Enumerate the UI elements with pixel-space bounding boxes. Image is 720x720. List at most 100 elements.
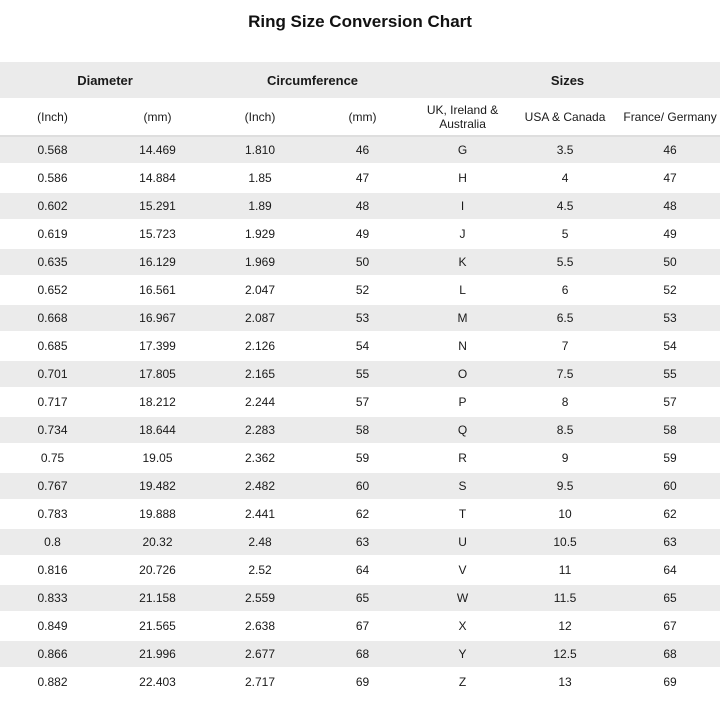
table-cell: 2.677 — [210, 641, 311, 669]
table-cell: 59 — [310, 445, 416, 473]
column-group-header-row: Diameter Circumference Sizes — [0, 62, 720, 98]
table-cell: 0.635 — [0, 249, 105, 277]
table-cell: 60 — [310, 473, 416, 501]
table-row: 0.816 20.726 2.52 64 V 11 64 — [0, 557, 720, 585]
table-cell: 0.866 — [0, 641, 105, 669]
table-row: 0.619 15.723 1.929 49 J 5 49 — [0, 221, 720, 249]
table-cell: 58 — [310, 417, 416, 445]
table-cell: 2.638 — [210, 613, 311, 641]
table-cell: 57 — [620, 389, 720, 417]
table-cell: 53 — [310, 305, 416, 333]
table-cell: 14.884 — [105, 165, 211, 193]
table-cell: 65 — [620, 585, 720, 613]
table-cell: 14.469 — [105, 137, 211, 165]
table-cell: 0.701 — [0, 361, 105, 389]
table-row: 0.602 15.291 1.89 48 I 4.5 48 — [0, 193, 720, 221]
table-cell: 50 — [310, 249, 416, 277]
table-row: 0.635 16.129 1.969 50 K 5.5 50 — [0, 249, 720, 277]
table-cell: 2.362 — [210, 445, 311, 473]
table-cell: 18.644 — [105, 417, 211, 445]
table-cell: 0.602 — [0, 193, 105, 221]
table-cell: 55 — [310, 361, 416, 389]
table-cell: 2.165 — [210, 361, 311, 389]
column-group-header: Sizes — [415, 62, 720, 98]
table-cell: 49 — [620, 221, 720, 249]
table-cell: 15.723 — [105, 221, 211, 249]
table-cell: 15.291 — [105, 193, 211, 221]
table-cell: 8 — [510, 389, 621, 417]
table-row: 0.75 19.05 2.362 59 R 9 59 — [0, 445, 720, 473]
table-cell: 68 — [620, 641, 720, 669]
table-cell: 63 — [620, 529, 720, 557]
table-cell: 16.129 — [105, 249, 211, 277]
table-cell: 0.833 — [0, 585, 105, 613]
table-cell: 19.888 — [105, 501, 211, 529]
table-cell: 21.565 — [105, 613, 211, 641]
table-cell: X — [415, 613, 511, 641]
table-cell: 0.668 — [0, 305, 105, 333]
table-cell: 0.849 — [0, 613, 105, 641]
table-header: Diameter Circumference Sizes (Inch) (mm) (In… — [0, 62, 720, 137]
table-cell: I — [415, 193, 511, 221]
table-cell: S — [415, 473, 511, 501]
table-cell: 55 — [620, 361, 720, 389]
table-cell: 47 — [310, 165, 416, 193]
table-cell: 22.403 — [105, 669, 211, 697]
table-cell: 50 — [620, 249, 720, 277]
table-cell: 17.399 — [105, 333, 211, 361]
table-row: 0.717 18.212 2.244 57 P 8 57 — [0, 389, 720, 417]
table-cell: 2.244 — [210, 389, 311, 417]
table-cell: 16.967 — [105, 305, 211, 333]
table-row: 0.586 14.884 1.85 47 H 4 47 — [0, 165, 720, 193]
table-cell: 1.969 — [210, 249, 311, 277]
table-cell: 0.816 — [0, 557, 105, 585]
table-cell: 64 — [310, 557, 416, 585]
table-cell: 19.05 — [105, 445, 211, 473]
table-cell: 2.047 — [210, 277, 311, 305]
column-group-header: Diameter — [0, 62, 211, 98]
table-cell: T — [415, 501, 511, 529]
column-header: USA & Canada — [510, 98, 621, 137]
table-cell: 2.441 — [210, 501, 311, 529]
table-cell: 54 — [310, 333, 416, 361]
table-row: 0.652 16.561 2.047 52 L 6 52 — [0, 277, 720, 305]
table-cell: 20.726 — [105, 557, 211, 585]
table-cell: 48 — [310, 193, 416, 221]
ring-size-table: Diameter Circumference Sizes (Inch) (mm) (In… — [0, 62, 720, 697]
table-cell: 3.5 — [510, 137, 621, 165]
table-row: 0.734 18.644 2.283 58 Q 8.5 58 — [0, 417, 720, 445]
table-cell: 9 — [510, 445, 621, 473]
table-row: 0.685 17.399 2.126 54 N 7 54 — [0, 333, 720, 361]
table-cell: 1.89 — [210, 193, 311, 221]
table-cell: 21.996 — [105, 641, 211, 669]
table-cell: 2.283 — [210, 417, 311, 445]
table-cell: H — [415, 165, 511, 193]
table-row: 0.783 19.888 2.441 62 T 10 62 — [0, 501, 720, 529]
table-cell: 52 — [310, 277, 416, 305]
table-cell: 52 — [620, 277, 720, 305]
table-cell: 54 — [620, 333, 720, 361]
column-header: (Inch) — [0, 98, 105, 137]
table-cell: 1.929 — [210, 221, 311, 249]
table-cell: 16.561 — [105, 277, 211, 305]
table-cell: 6 — [510, 277, 621, 305]
table-cell: 0.717 — [0, 389, 105, 417]
table-cell: 4.5 — [510, 193, 621, 221]
table-cell: 62 — [620, 501, 720, 529]
table-cell: Y — [415, 641, 511, 669]
page-title: Ring Size Conversion Chart — [248, 12, 472, 31]
table-row: 0.668 16.967 2.087 53 M 6.5 53 — [0, 305, 720, 333]
column-group-header: Circumference — [210, 62, 416, 98]
table-cell: W — [415, 585, 511, 613]
table-cell: M — [415, 305, 511, 333]
table-cell: 58 — [620, 417, 720, 445]
table-cell: 10.5 — [510, 529, 621, 557]
table-cell: V — [415, 557, 511, 585]
table-cell: 19.482 — [105, 473, 211, 501]
table-cell: 13 — [510, 669, 621, 697]
table-cell: 0.8 — [0, 529, 105, 557]
column-header-row: (Inch) (mm) (Inch) (mm) UK, Ireland & Austra… — [0, 98, 720, 137]
table-cell: 12.5 — [510, 641, 621, 669]
table-cell: P — [415, 389, 511, 417]
table-cell: 7 — [510, 333, 621, 361]
